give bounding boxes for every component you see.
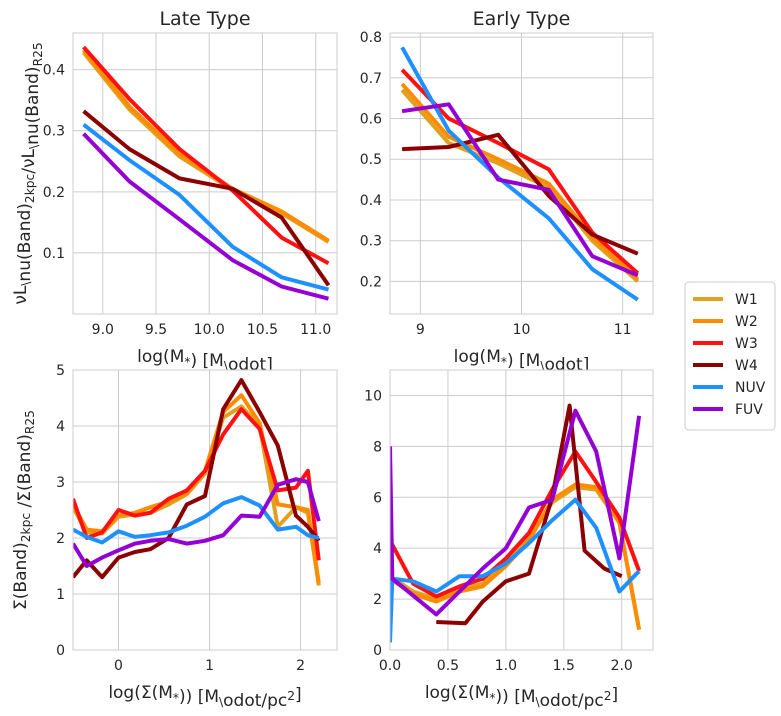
- y-tick-label: 0.7: [360, 71, 382, 87]
- x-tick-label: 1: [205, 658, 214, 674]
- panel-3: 0 1 2 0 1 2 3 4 5 log(Σ(M*)) [M\odot/pc2] Σ(Band)2…: [11, 363, 338, 711]
- x-tick-label: 10.5: [247, 322, 278, 338]
- y-tick-label: 0.2: [360, 274, 382, 290]
- y-tick-label: 0.5: [360, 152, 382, 168]
- x-tick-label: 10: [513, 322, 531, 338]
- series-line-nuv: [400, 46, 639, 302]
- y-tick-label: 5: [56, 363, 65, 379]
- y-tick-label: 0.3: [360, 234, 382, 250]
- legend-label-w2: W2: [735, 314, 758, 330]
- legend-label-w4: W4: [735, 358, 758, 374]
- x-tick-label: 10.0: [194, 322, 225, 338]
- legend: W1 W2 W3 W4 NUV FUV: [684, 281, 776, 431]
- x-tick-label: 11: [614, 322, 632, 338]
- y-tick-label: 0.2: [43, 185, 65, 201]
- series-line-nuv: [390, 497, 641, 643]
- x-tick-label: 1.0: [495, 658, 517, 674]
- y-tick-label: 0.1: [43, 246, 65, 262]
- series-line-w2: [400, 82, 640, 281]
- y-tick-label: 0.4: [43, 63, 65, 79]
- y-tick-label: 2: [373, 592, 382, 608]
- series-line-w3: [82, 45, 330, 266]
- legend-label-w1: W1: [735, 292, 758, 308]
- y-tick-label: 2: [56, 531, 65, 547]
- y-tick-label: 6: [373, 490, 382, 506]
- x-tick-label: 2: [296, 658, 305, 674]
- axes-frame: [72, 369, 338, 651]
- y-tick-label: 0.6: [360, 112, 382, 128]
- y-axis-label: Σ(Band)2kpc /Σ(Band)R25: [11, 410, 37, 610]
- y-tick-label: 4: [56, 419, 65, 435]
- legend-label-w3: W3: [735, 336, 758, 352]
- legend-label-fuv: FUV: [735, 402, 763, 418]
- axes-frame: [389, 369, 654, 651]
- series-line-w3: [73, 407, 321, 561]
- panel-title: Early Type: [473, 8, 571, 30]
- x-axis-label: log(Σ(M*)) [M\odot/pc2]: [425, 683, 618, 711]
- series-line-fuv: [73, 477, 321, 568]
- x-tick-label: 9: [416, 322, 425, 338]
- series-line-fuv: [390, 408, 642, 617]
- y-tick-label: 0: [56, 643, 65, 659]
- series-line-w1: [400, 88, 640, 283]
- x-tick-label: 9.5: [145, 322, 167, 338]
- x-tick-label: 0.5: [437, 658, 459, 674]
- x-tick-label: 9.0: [92, 322, 114, 338]
- x-tick-label: 11.0: [300, 322, 331, 338]
- x-tick-label: 0.0: [379, 658, 401, 674]
- panel-title: Late Type: [159, 8, 250, 30]
- axes-frame: [389, 32, 654, 315]
- y-tick-label: 0.3: [43, 124, 65, 140]
- panel-4: 0.0 0.5 1.0 1.5 2.0 0 2 4 6 8 10 log(Σ(M*)) [M\odot…: [364, 369, 654, 711]
- y-tick-label: 4: [373, 541, 382, 557]
- x-axis-label: log(Σ(M*)) [M\odot/pc2]: [108, 683, 301, 711]
- series-line-fuv: [401, 102, 639, 278]
- x-tick-label: 2.0: [611, 658, 633, 674]
- y-tick-label: 8: [373, 439, 382, 455]
- series-line-nuv: [73, 495, 320, 545]
- y-tick-label: 0: [373, 643, 382, 659]
- series-line-w4: [436, 403, 623, 626]
- series-line-w4: [82, 109, 331, 287]
- y-tick-label: 0.8: [360, 30, 382, 46]
- x-tick-label: 0: [114, 658, 123, 674]
- axes-frame: [72, 32, 338, 315]
- series-line-nuv: [82, 123, 330, 292]
- legend-label-nuv: NUV: [735, 380, 766, 396]
- y-tick-label: 1: [56, 587, 65, 603]
- y-tick-label: 3: [56, 475, 65, 491]
- y-tick-label: 10: [364, 388, 382, 404]
- series-line-fuv: [82, 132, 330, 301]
- x-tick-label: 1.5: [553, 658, 575, 674]
- y-tick-label: 0.4: [360, 193, 382, 209]
- series-line-w3: [390, 449, 641, 599]
- y-axis-label: νL\nu(Band)2kpc/νL\nu(Band)R25: [11, 42, 45, 304]
- series-line-w4: [402, 132, 639, 256]
